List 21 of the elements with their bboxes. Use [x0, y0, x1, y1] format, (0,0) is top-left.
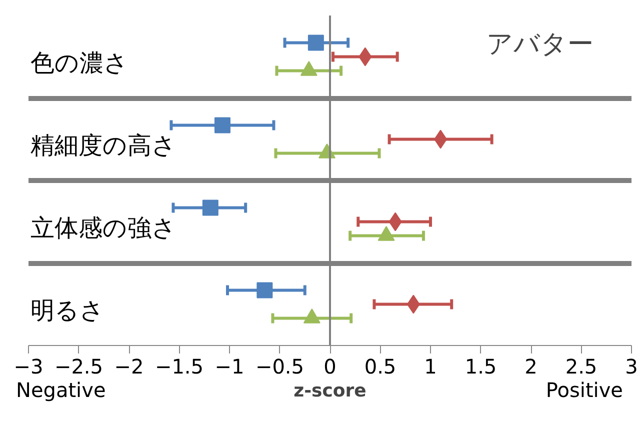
text: アバター — [486, 30, 594, 60]
x-tick-label: −1.5 — [154, 354, 204, 378]
x-tick-label: 1 — [424, 354, 437, 378]
x-tick-label: 3 — [625, 354, 638, 378]
y-tick-label: 明るさ — [30, 296, 104, 324]
text: Negative — [16, 378, 106, 402]
y-tick-label: 精細度の高さ — [30, 131, 176, 160]
y-tick-label: 立体感の強さ — [30, 214, 176, 242]
x-tick-label: −2 — [114, 354, 144, 378]
x-tick-label: −2.5 — [54, 354, 104, 378]
x-tick-label: 1.5 — [464, 354, 497, 378]
x-tick-label: 2 — [524, 354, 538, 378]
x-tick-label: 0.5 — [364, 354, 396, 378]
x-tick-label: −3 — [14, 354, 44, 378]
x-tick-label: −1 — [214, 354, 244, 378]
x-tick-label: 0 — [324, 354, 336, 378]
x-axis-title: z-score — [294, 380, 366, 402]
text: Positive — [546, 378, 623, 402]
y-tick-label: 色の濃さ — [30, 48, 128, 77]
x-tick-label: −0.5 — [255, 354, 304, 378]
x-tick-label: 2.5 — [565, 354, 598, 378]
